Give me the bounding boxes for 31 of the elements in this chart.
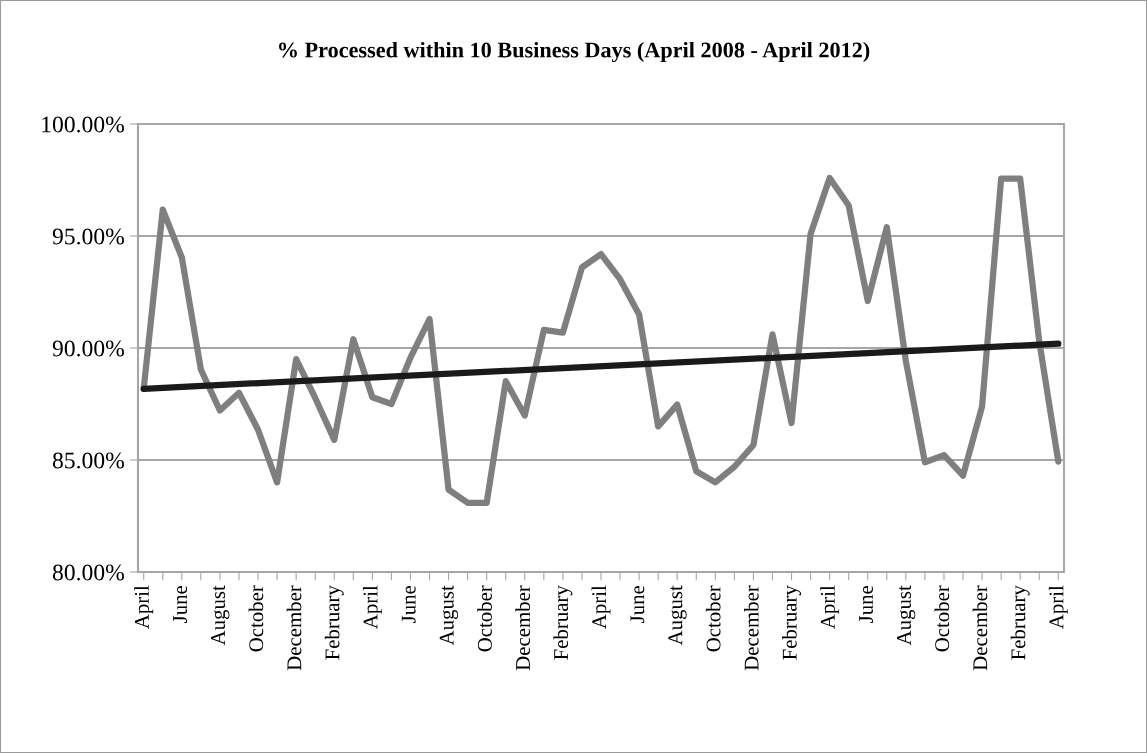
x-tick-label: December [743,585,759,671]
x-tick-label: June [859,585,873,623]
y-tick-label: 100.00% [42,116,124,133]
x-tick-label: February [1010,585,1030,660]
y-tick-label: 95.00% [52,228,124,245]
x-tick-label: June [401,585,416,623]
chart-title: % Processed within 10 Business Days (April 2008 - April 2012) [279,41,870,63]
x-tick-label: February [324,585,344,660]
y-tick-label: 80.00% [52,564,124,581]
y-tick-label: 85.00% [52,452,124,469]
y-tick-label: 90.00% [52,340,124,357]
x-tick-label: August [897,585,916,646]
x-tick-label: April [134,585,154,629]
x-tick-label: April [1048,585,1068,629]
x-tick-label: February [782,585,802,660]
x-tick-label: August [668,585,687,646]
x-tick-label: December [515,585,530,671]
x-tick-label: April [591,585,611,629]
x-tick-label: June [630,585,645,623]
x-tick-label: April [820,585,840,629]
x-tick-label: October [705,585,721,652]
x-tick-label: October [934,585,950,652]
x-tick-label: June [173,585,188,623]
x-tick-label: October [477,585,492,652]
x-tick-label: August [211,585,230,646]
x-tick-label: December [972,585,988,671]
x-tick-label: October [248,585,264,652]
x-tick-label: December [286,585,302,671]
x-tick-label: April [362,585,382,629]
x-tick-label: February [553,585,573,660]
x-tick-label: August [439,585,459,646]
